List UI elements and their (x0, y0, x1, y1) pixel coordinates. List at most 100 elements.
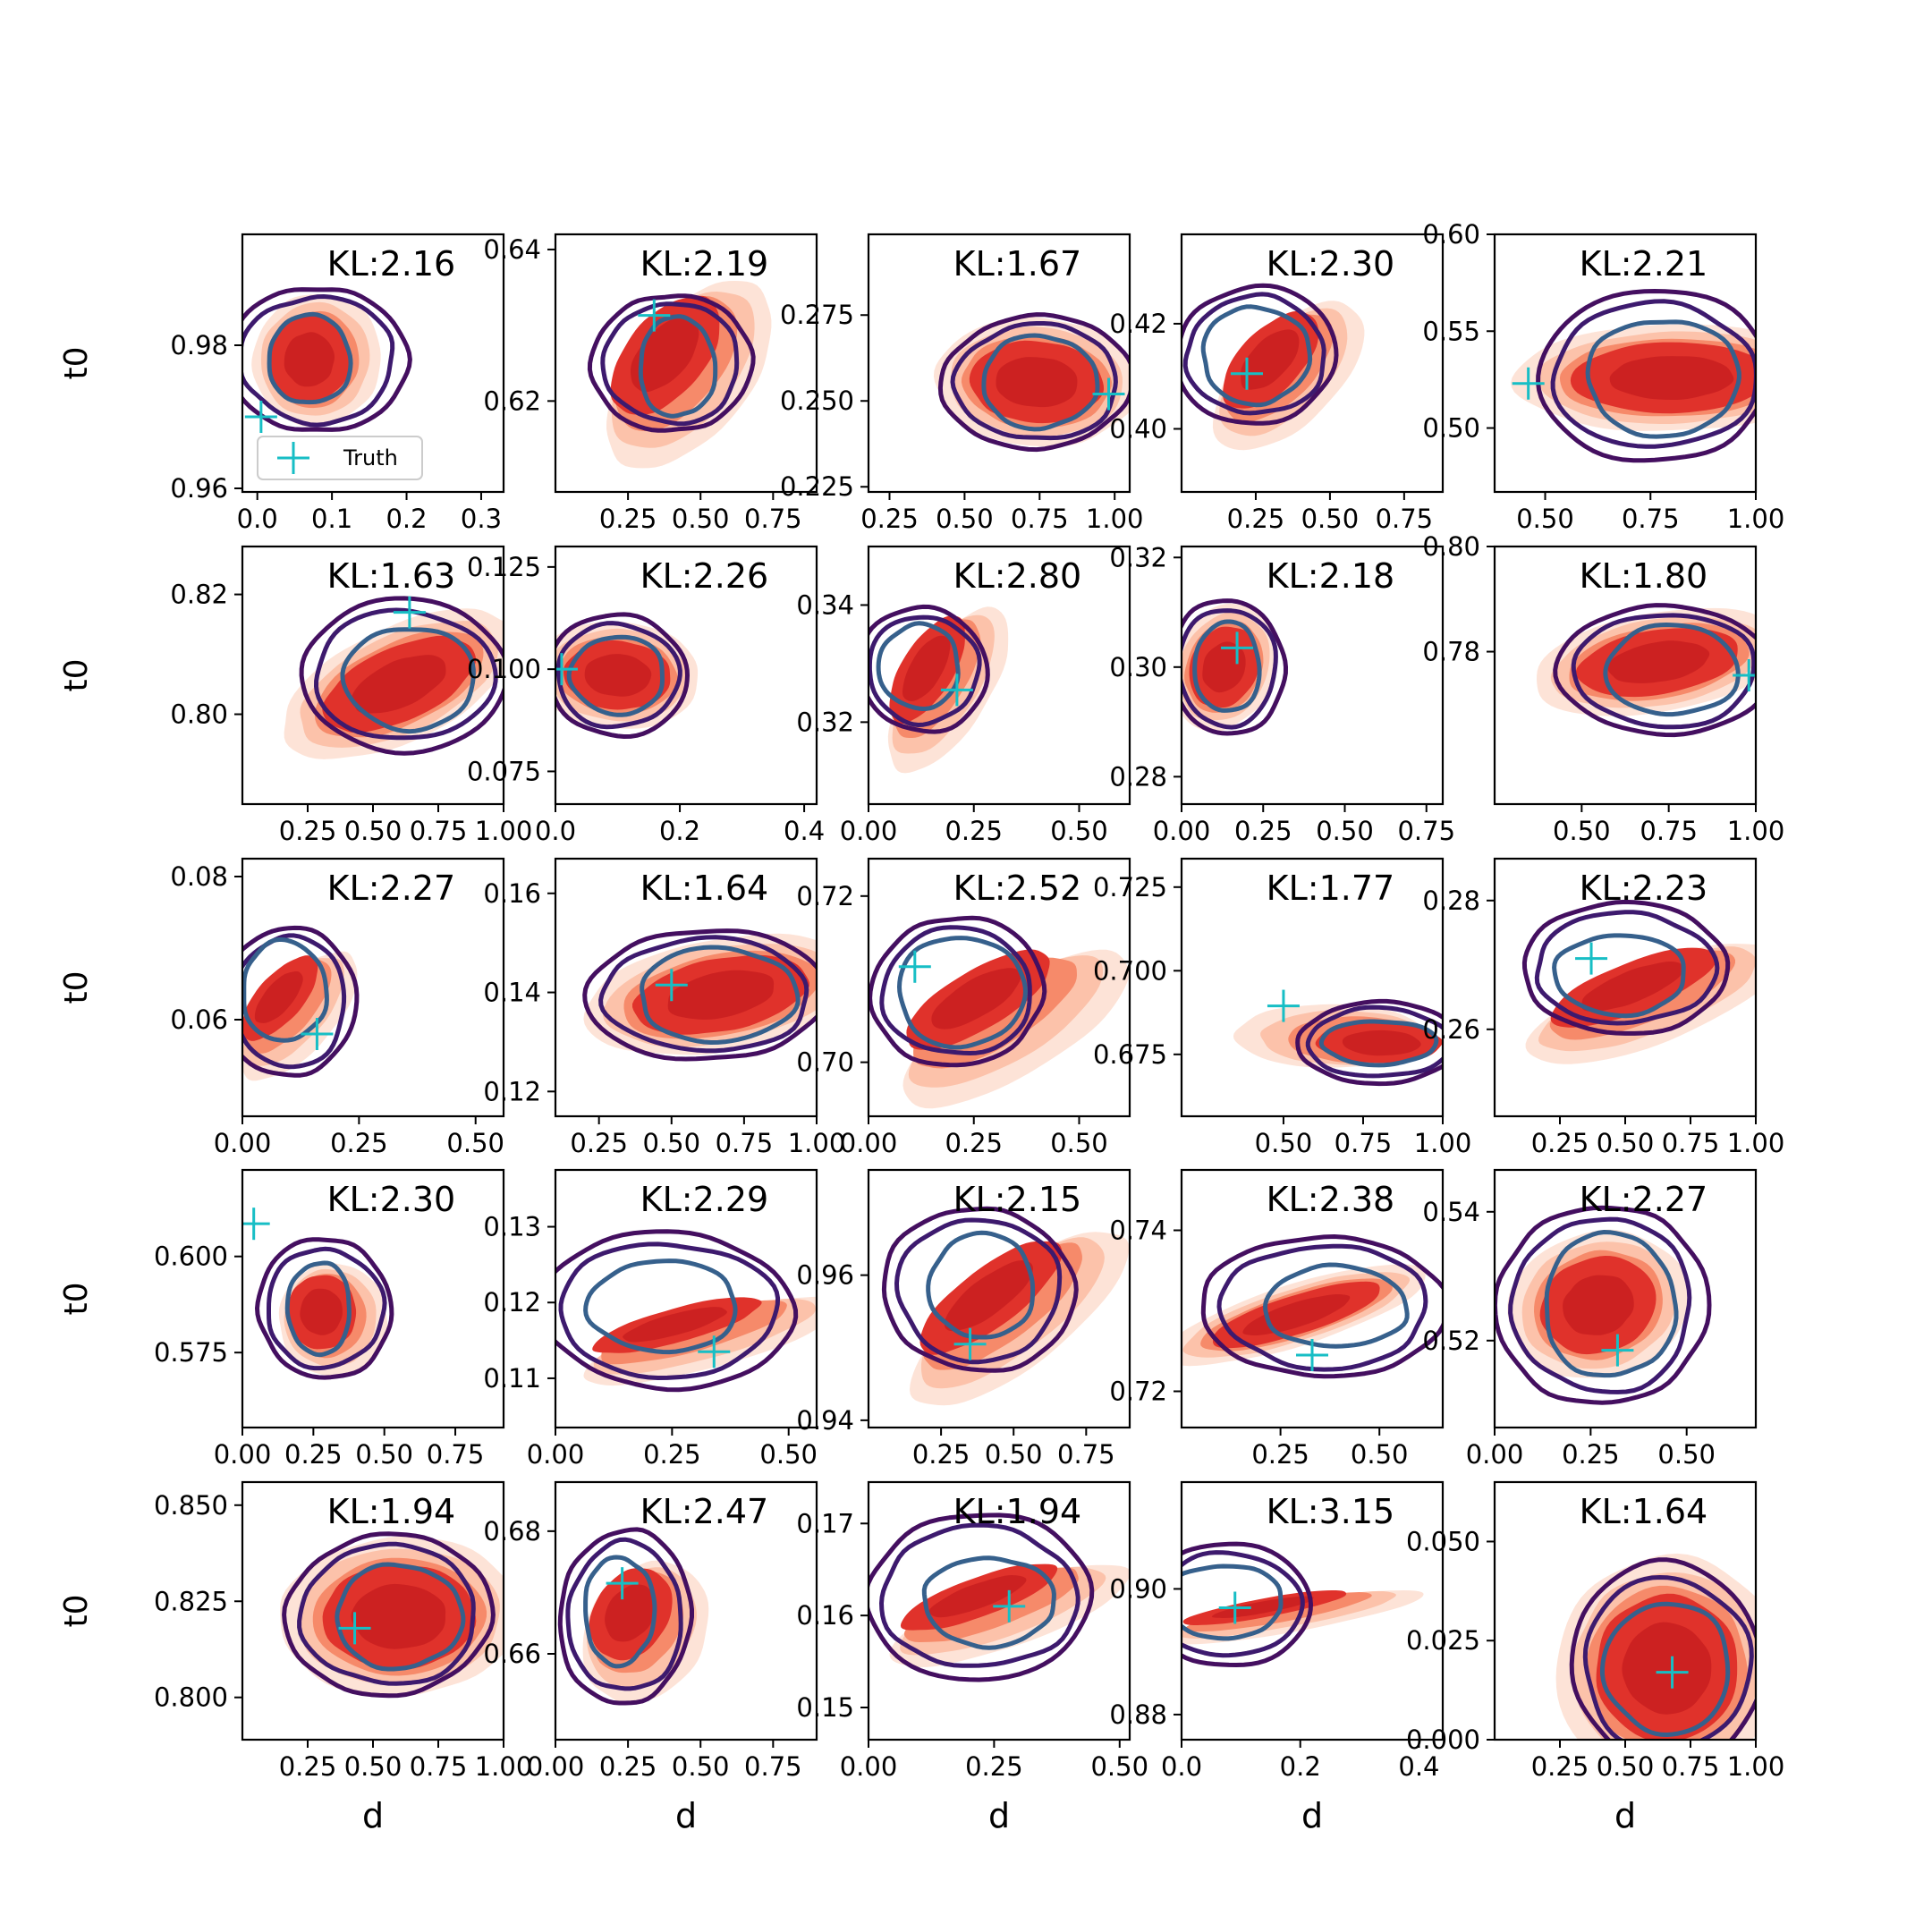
kl-annotation: KL:1.94 (327, 1492, 456, 1531)
truth-marker (993, 1589, 1026, 1623)
x-tick-label: 0.50 (1351, 1439, 1409, 1470)
contour-inner (1200, 304, 1313, 408)
contour-outer (1569, 1557, 1756, 1740)
y-tick-label: 0.96 (796, 1260, 854, 1291)
contour-middle (1216, 1243, 1428, 1372)
x-tick-label: 0.0 (535, 816, 576, 846)
kl-annotation: KL:1.67 (953, 244, 1082, 284)
x-tick-label: 0.3 (461, 504, 502, 534)
y-tick-label: 0.96 (170, 473, 228, 504)
subplot-20: 0.00 0.25 0.50 0.52 0.54 KL:2.27 (1422, 1168, 1758, 1470)
density-fill-level-5 (351, 1583, 446, 1649)
x-tick-label: 0.00 (1466, 1439, 1524, 1470)
truth-marker (1092, 377, 1125, 411)
kl-annotation: KL:2.29 (640, 1180, 769, 1219)
y-axis-label: t0 (58, 346, 95, 379)
contour-middle (314, 607, 498, 741)
axes-frame (867, 857, 1131, 1118)
y-tick-label: 0.80 (170, 699, 228, 730)
x-tick-label: 1.00 (1086, 504, 1144, 534)
contour-outer (1536, 289, 1756, 463)
subplot-14: 0.50 0.75 1.00 0.675 0.700 0.725 KL:1.77 (1093, 857, 1471, 1158)
y-tick-label: 0.000 (1406, 1724, 1480, 1755)
density-fill-level-5 (1609, 356, 1734, 400)
contour-inner (921, 1555, 1056, 1650)
subplot-24: 0.0 0.2 0.4 0.88 0.90 KL:3.15 d (1109, 1480, 1445, 1835)
subplot-8: 0.00 0.25 0.50 0.32 0.34 KL:2.80 (796, 545, 1131, 846)
plot-area (242, 1208, 394, 1380)
contour-outer (242, 287, 412, 432)
y-tick-label: 0.28 (1109, 761, 1167, 792)
kl-annotation: KL:2.47 (640, 1492, 769, 1531)
y-tick-label: 0.26 (1422, 1014, 1480, 1045)
contour-middle (555, 621, 682, 730)
contour-outer (1182, 598, 1288, 736)
x-tick-label: 0.25 (279, 1751, 337, 1782)
x-tick-label: 0.75 (1011, 504, 1069, 534)
contour-outer (1553, 603, 1756, 738)
y-tick-label: 0.72 (796, 881, 854, 911)
density-fill-level-5 (931, 968, 1021, 1030)
legend: Truth (257, 436, 423, 480)
density-fill-level-5 (1211, 1596, 1314, 1618)
axes-frame (1493, 545, 1758, 806)
density-fill-level-5 (631, 318, 699, 393)
x-axis-label: d (675, 1796, 697, 1835)
contour-middle (598, 935, 809, 1054)
kl-annotation: KL:2.21 (1580, 244, 1708, 284)
x-tick-label: 0.00 (214, 1439, 272, 1470)
y-axis-label: t0 (58, 1282, 95, 1315)
y-tick-label: 0.675 (1093, 1039, 1167, 1070)
x-tick-label: 0.25 (599, 504, 657, 534)
x-tick-label: 1.00 (1727, 816, 1785, 846)
subplot-16: 0.00 0.25 0.50 0.75 0.575 0.600 KL:2.30 t0 (58, 1168, 505, 1470)
y-tick-label: 0.94 (796, 1405, 854, 1436)
y-tick-label: 0.275 (780, 300, 854, 330)
subplot-3: 0.25 0.50 0.75 1.00 0.225 0.250 0.275 KL:1.67 (780, 233, 1144, 534)
contour-outer (555, 612, 690, 739)
x-tick-label: 0.25 (912, 1439, 970, 1470)
axes-frame (1180, 1168, 1445, 1429)
contour-inner (566, 634, 665, 717)
contour-middle (565, 1537, 683, 1691)
plot-area (1537, 603, 1756, 738)
kl-annotation: KL:1.94 (953, 1492, 1082, 1531)
y-tick-label: 0.68 (483, 1516, 541, 1546)
axes-frame (1493, 233, 1758, 494)
contour-outer (587, 293, 756, 433)
x-tick-label: 0.50 (672, 504, 730, 534)
y-tick-label: 0.825 (154, 1586, 228, 1616)
truth-marker (953, 1327, 987, 1360)
contour-inner (876, 621, 961, 711)
x-tick-label: 0.50 (1553, 816, 1611, 846)
axes-frame (1493, 1168, 1758, 1429)
subplot-6: 0.25 0.50 0.75 1.00 0.80 0.82 KL:1.63 t0 (58, 545, 532, 846)
truth-marker (638, 299, 671, 332)
axes-frame (241, 857, 505, 1118)
axes-frame (554, 233, 818, 494)
axes-frame (867, 233, 1131, 494)
subplot-5: 0.50 0.75 1.00 0.50 0.55 0.60 KL:2.21 (1422, 219, 1784, 534)
kl-annotation: KL:2.23 (1580, 869, 1708, 908)
y-tick-label: 0.16 (483, 878, 541, 909)
density-fill-level-5 (623, 1307, 727, 1343)
density-fill-level-5 (1202, 641, 1246, 693)
truth-marker (1575, 942, 1608, 975)
x-tick-label: 0.50 (344, 1751, 402, 1782)
truth-marker (1267, 989, 1300, 1022)
contour-inner (583, 1555, 657, 1669)
contour-inner (1318, 1019, 1439, 1068)
contour-middle (600, 301, 740, 427)
x-tick-label: 0.50 (936, 504, 994, 534)
y-tick-label: 0.725 (1093, 872, 1167, 902)
y-tick-label: 0.32 (796, 707, 854, 737)
y-tick-label: 0.575 (154, 1337, 228, 1368)
truth-marker (1218, 1591, 1251, 1624)
subplot-25: 0.25 0.50 0.75 1.00 0.000 0.025 0.050 KL:1.64 d (1406, 1480, 1784, 1835)
y-tick-label: 0.850 (154, 1490, 228, 1521)
subplot-18: 0.25 0.50 0.75 0.94 0.96 KL:2.15 (796, 1168, 1131, 1470)
contour-inner (1552, 933, 1686, 1019)
x-tick-label: 0.1 (311, 504, 352, 534)
y-tick-label: 0.42 (1109, 309, 1167, 339)
x-tick-label: 0.00 (840, 1751, 898, 1782)
